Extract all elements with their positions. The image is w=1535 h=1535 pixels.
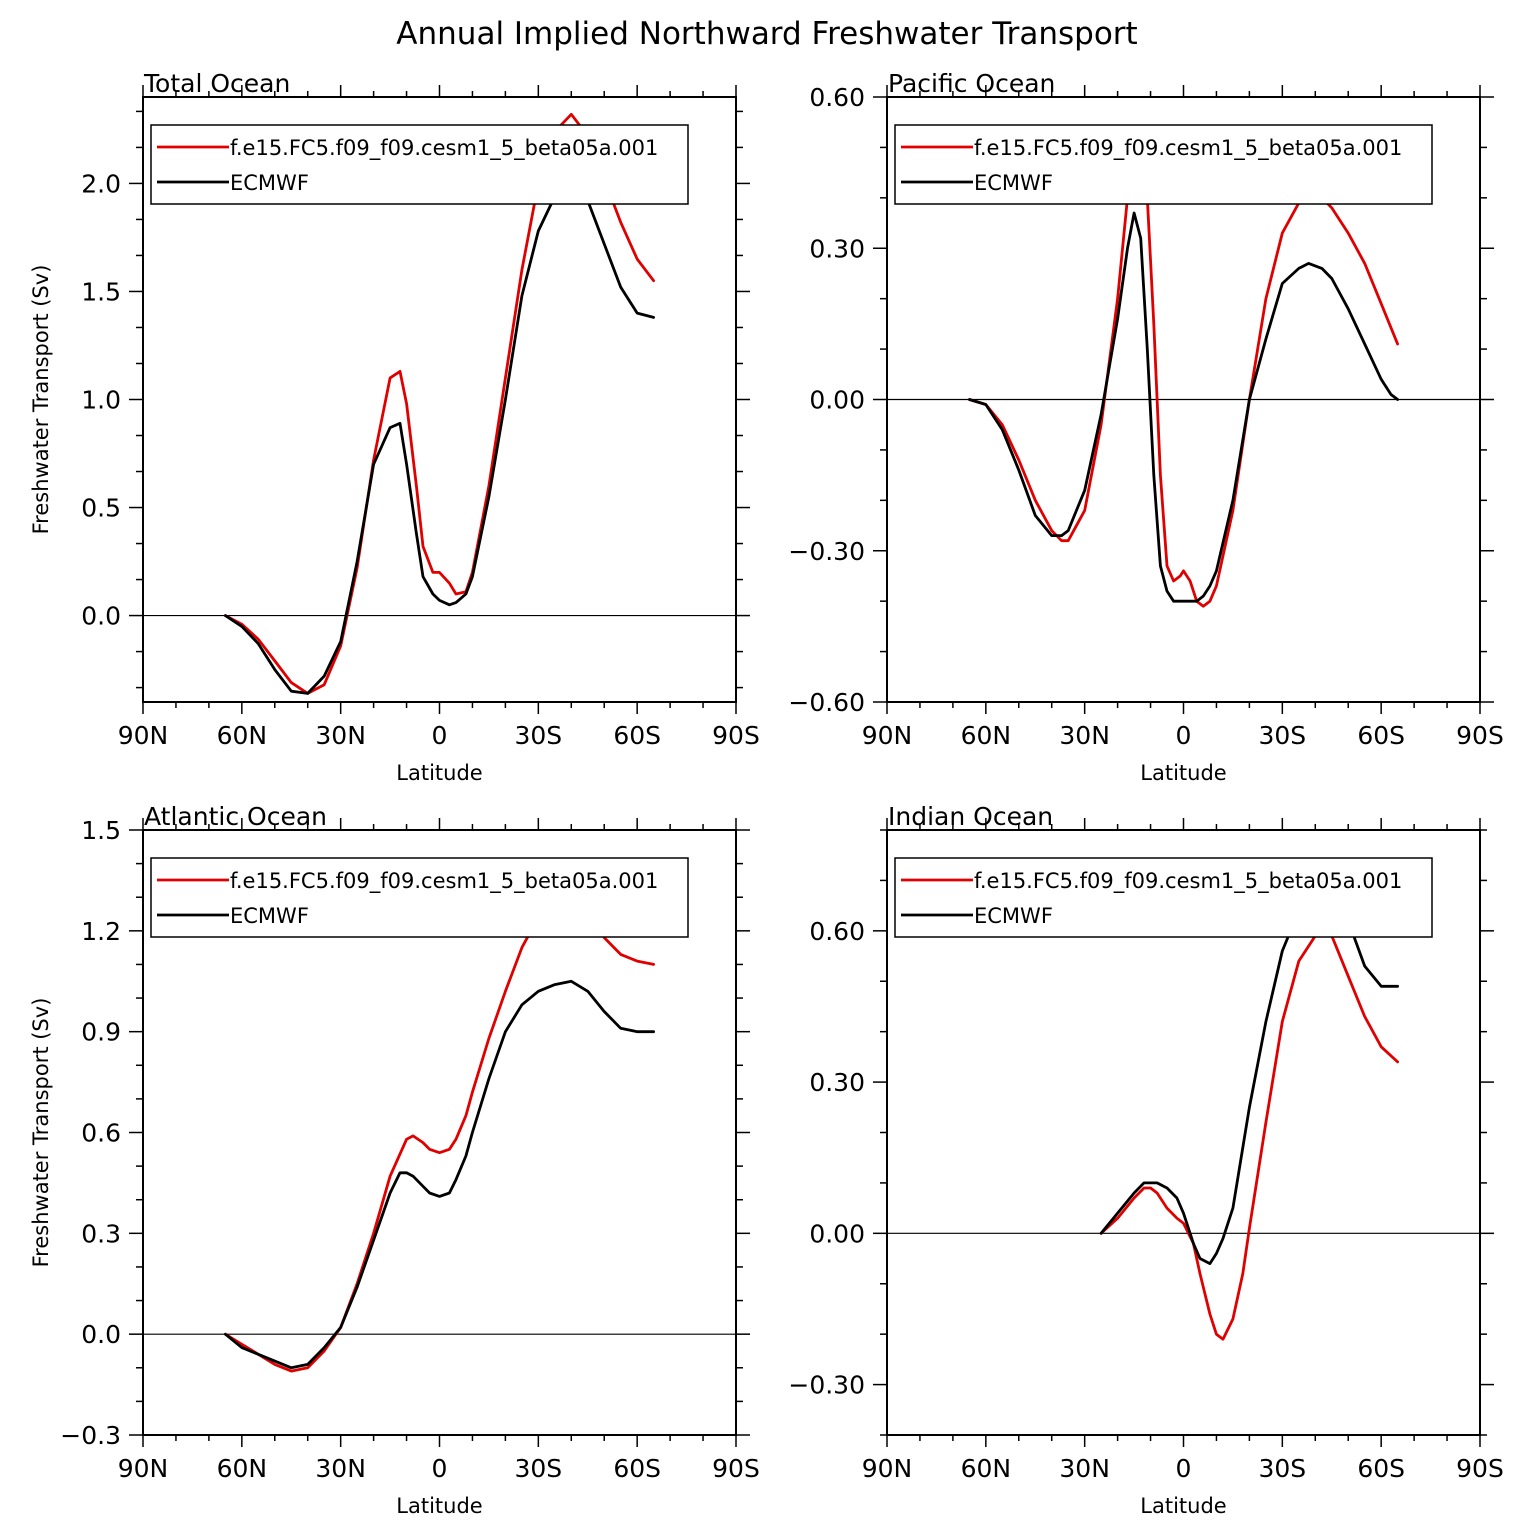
x-tick-label: 30N	[315, 1454, 366, 1483]
y-tick-label: 0.00	[809, 1219, 865, 1248]
x-tick-label: 90S	[712, 1454, 760, 1483]
x-tick-label: 0	[1176, 1454, 1192, 1483]
y-tick-label: −0.30	[788, 1371, 865, 1400]
legend-box	[894, 857, 1433, 938]
x-tick-label: 30S	[1258, 721, 1306, 750]
y-tick-label: 1.2	[81, 917, 121, 946]
series-line-ecmwf	[1099, 879, 1399, 1265]
x-tick-label: 60N	[217, 1454, 268, 1483]
y-tick-label: 0.00	[809, 386, 865, 415]
series-line-model	[1099, 929, 1399, 1341]
x-axis-label: Latitude	[396, 1494, 482, 1518]
y-tick-label: 0.30	[809, 234, 865, 263]
y-tick-label: 0.0	[81, 1320, 121, 1349]
legend-label: f.e15.FC5.f09_f09.cesm1_5_beta05a.001	[230, 869, 658, 894]
chart-panel-2: Atlantic Ocean 90N 60N 30N 0 30S 60S 90S −0.3 0.0…	[29, 802, 760, 1518]
x-axis-label: Latitude	[1140, 761, 1226, 785]
series-line-ecmwf	[968, 211, 1399, 603]
y-tick-label: 0.9	[81, 1018, 121, 1047]
x-tick-label: 60N	[961, 1454, 1012, 1483]
x-tick-label: 60S	[1357, 721, 1405, 750]
x-tick-label: 90S	[1456, 1454, 1504, 1483]
legend-box	[150, 124, 689, 205]
x-tick-label: 0	[432, 721, 448, 750]
x-tick-label: 30N	[315, 721, 366, 750]
x-tick-label: 60S	[1357, 1454, 1405, 1483]
legend-box	[150, 857, 689, 938]
x-tick-label: 90N	[862, 1454, 913, 1483]
y-tick-label: 0.0	[81, 602, 121, 631]
panel-title: Atlantic Ocean	[144, 802, 327, 831]
y-tick-label: 0.5	[81, 494, 121, 523]
series-line-model	[968, 151, 1399, 608]
y-tick-label: 0.60	[809, 917, 865, 946]
y-tick-label: 2.0	[81, 169, 121, 198]
x-tick-label: 30N	[1059, 1454, 1110, 1483]
x-tick-label: 30S	[514, 721, 562, 750]
series-line-model	[223, 892, 655, 1373]
x-tick-label: 60N	[961, 721, 1012, 750]
x-tick-label: 60S	[613, 1454, 661, 1483]
x-tick-label: 60N	[217, 721, 268, 750]
y-tick-label: −0.3	[60, 1421, 121, 1450]
x-tick-label: 60S	[613, 721, 661, 750]
y-tick-label: 0.60	[809, 83, 865, 112]
chart-panel-3: Indian Ocean 90N 60N 30N 0 30S 60S 90S −0.30 0.00…	[788, 802, 1503, 1518]
y-tick-label: 0.30	[809, 1068, 865, 1097]
y-tick-label: 0.6	[81, 1119, 121, 1148]
x-tick-label: 30S	[514, 1454, 562, 1483]
x-tick-label: 90N	[118, 721, 169, 750]
panels: Total Ocean 90N 60N 30N 0 30S 60S 90S 0.0 0.5 1.0 1…	[29, 69, 1504, 1518]
x-tick-label: 30S	[1258, 1454, 1306, 1483]
legend-box	[894, 124, 1433, 205]
legend-label: ECMWF	[974, 904, 1053, 928]
x-tick-label: 0	[1176, 721, 1192, 750]
x-tick-label: 90N	[118, 1454, 169, 1483]
panel-title: Pacific Ocean	[888, 69, 1055, 98]
figure-title: Annual Implied Northward Freshwater Tran…	[396, 16, 1137, 52]
x-tick-label: 30N	[1059, 721, 1110, 750]
series-line-ecmwf	[223, 179, 655, 695]
y-axis-label: Freshwater Transport (Sv)	[29, 998, 53, 1268]
x-tick-label: 90S	[1456, 721, 1504, 750]
panel-title: Total Ocean	[143, 69, 290, 98]
legend-label: ECMWF	[974, 171, 1053, 195]
legend-label: f.e15.FC5.f09_f09.cesm1_5_beta05a.001	[974, 869, 1402, 894]
x-axis-label: Latitude	[1140, 1494, 1226, 1518]
x-axis-label: Latitude	[396, 761, 482, 785]
x-tick-label: 90N	[862, 721, 913, 750]
series-line-ecmwf	[223, 979, 655, 1370]
y-tick-label: 0.3	[81, 1219, 121, 1248]
panel-title: Indian Ocean	[888, 802, 1053, 831]
chart-panel-1: Pacific Ocean 90N 60N 30N 0 30S 60S 90S −0.60 −0.…	[788, 69, 1503, 785]
y-tick-label: −0.30	[788, 537, 865, 566]
y-tick-label: 1.5	[81, 277, 121, 306]
x-tick-label: 90S	[712, 721, 760, 750]
legend-label: f.e15.FC5.f09_f09.cesm1_5_beta05a.001	[974, 136, 1402, 161]
legend-label: ECMWF	[230, 171, 309, 195]
legend-label: ECMWF	[230, 904, 309, 928]
y-tick-label: −0.60	[788, 688, 865, 717]
x-tick-label: 0	[432, 1454, 448, 1483]
legend-label: f.e15.FC5.f09_f09.cesm1_5_beta05a.001	[230, 136, 658, 161]
y-tick-label: 1.5	[81, 816, 121, 845]
chart-panel-0: Total Ocean 90N 60N 30N 0 30S 60S 90S 0.0 0.5 1.0 1…	[29, 69, 760, 785]
y-tick-label: 1.0	[81, 386, 121, 415]
y-axis-label: Freshwater Transport (Sv)	[29, 265, 53, 535]
